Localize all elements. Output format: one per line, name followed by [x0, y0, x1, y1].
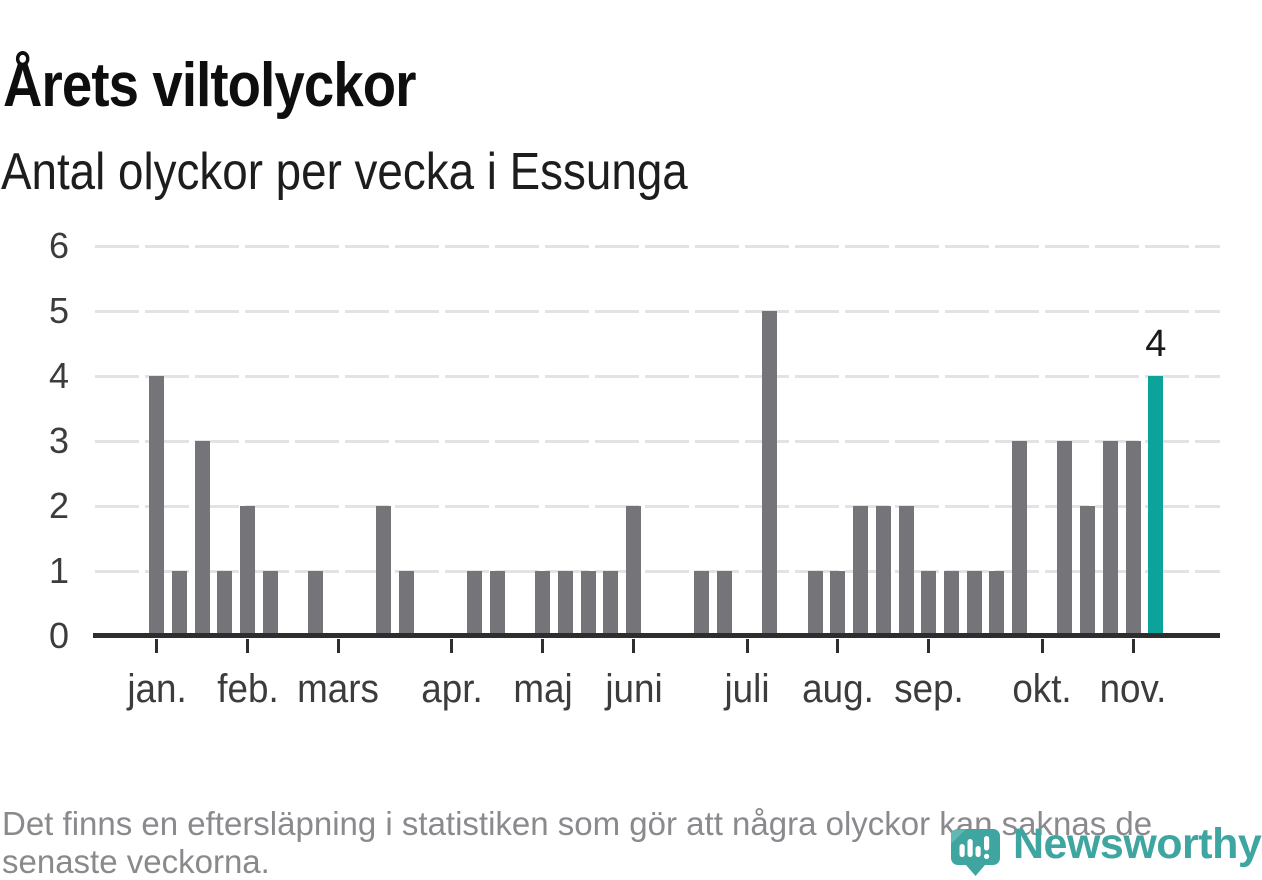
gridline-y-3 [95, 440, 1220, 443]
x-axis-tick-juli [746, 639, 749, 653]
bar-week-25 [694, 571, 709, 636]
bar-week-26 [717, 571, 732, 636]
bar-week-35 [921, 571, 936, 636]
gridline-y-4 [95, 375, 1220, 378]
bar-week-30 [808, 571, 823, 636]
bar-week-42 [1080, 506, 1095, 636]
bar-week-1 [149, 376, 164, 636]
bar-week-45 [1148, 376, 1163, 636]
bar-week-8 [308, 571, 323, 636]
x-axis-label-nov: nov. [1069, 666, 1198, 712]
x-axis-tick-sep [927, 639, 930, 653]
x-axis-tick-jan [155, 639, 158, 653]
gridline-y-2 [95, 505, 1220, 508]
pin-chart-bar [968, 839, 973, 857]
x-axis-label-sep: sep. [864, 666, 993, 712]
y-axis-label-5: 5 [23, 289, 69, 333]
x-axis-tick-mars [337, 639, 340, 653]
bar-week-41 [1057, 441, 1072, 636]
bar-week-19 [558, 571, 573, 636]
bar-week-15 [467, 571, 482, 636]
x-axis-tick-okt [1041, 639, 1044, 653]
newsworthy-pin-icon [951, 829, 1000, 876]
bar-week-4 [217, 571, 232, 636]
y-axis-label-1: 1 [23, 549, 69, 593]
bar-week-6 [263, 571, 278, 636]
pin-chart-bar [960, 844, 965, 857]
bar-week-32 [853, 506, 868, 636]
y-axis-label-0: 0 [23, 614, 69, 658]
x-axis-tick-juni [632, 639, 635, 653]
bar-week-20 [581, 571, 596, 636]
x-axis-line [93, 633, 1220, 638]
y-axis-label-4: 4 [23, 354, 69, 398]
bar-week-22 [626, 506, 641, 636]
y-axis-label-2: 2 [23, 484, 69, 528]
bar-week-28 [762, 311, 777, 636]
bar-week-33 [876, 506, 891, 636]
chart-title: Årets viltolyckor [3, 55, 416, 117]
brand-name: Newsworthy [1013, 823, 1261, 866]
bar-week-43 [1103, 441, 1118, 636]
x-axis-tick-aug [836, 639, 839, 653]
chart-subtitle: Antal olyckor per vecka i Essunga [1, 146, 688, 198]
gridline-y-6 [95, 245, 1220, 248]
bar-week-21 [603, 571, 618, 636]
pin-exclamation-bar [984, 836, 989, 851]
x-axis-tick-maj [541, 639, 544, 653]
bar-week-36 [944, 571, 959, 636]
bar-week-16 [490, 571, 505, 636]
bar-week-18 [535, 571, 550, 636]
x-axis-label-juni: juni [569, 666, 698, 712]
x-axis-tick-nov [1132, 639, 1135, 653]
bar-week-5 [240, 506, 255, 636]
x-axis-label-mars: mars [274, 666, 403, 712]
bar-week-11 [376, 506, 391, 636]
bar-week-34 [899, 506, 914, 636]
bar-week-37 [967, 571, 982, 636]
bar-week-38 [989, 571, 1004, 636]
bar-week-3 [195, 441, 210, 636]
bar-week-12 [399, 571, 414, 636]
gridline-y-5 [95, 310, 1220, 313]
bar-week-31 [830, 571, 845, 636]
bar-week-2 [172, 571, 187, 636]
x-axis-tick-apr [450, 639, 453, 653]
y-axis-label-3: 3 [23, 419, 69, 463]
pin-chart-bar [976, 846, 981, 857]
y-axis-label-6: 6 [23, 224, 69, 268]
newsworthy-logo: Newsworthy [951, 829, 1261, 876]
bar-week-44 [1126, 441, 1141, 636]
bar-week-39 [1012, 441, 1027, 636]
pin-exclamation-dot [984, 854, 989, 859]
x-axis-tick-feb [246, 639, 249, 653]
highlight-value-label: 4 [1116, 324, 1196, 364]
